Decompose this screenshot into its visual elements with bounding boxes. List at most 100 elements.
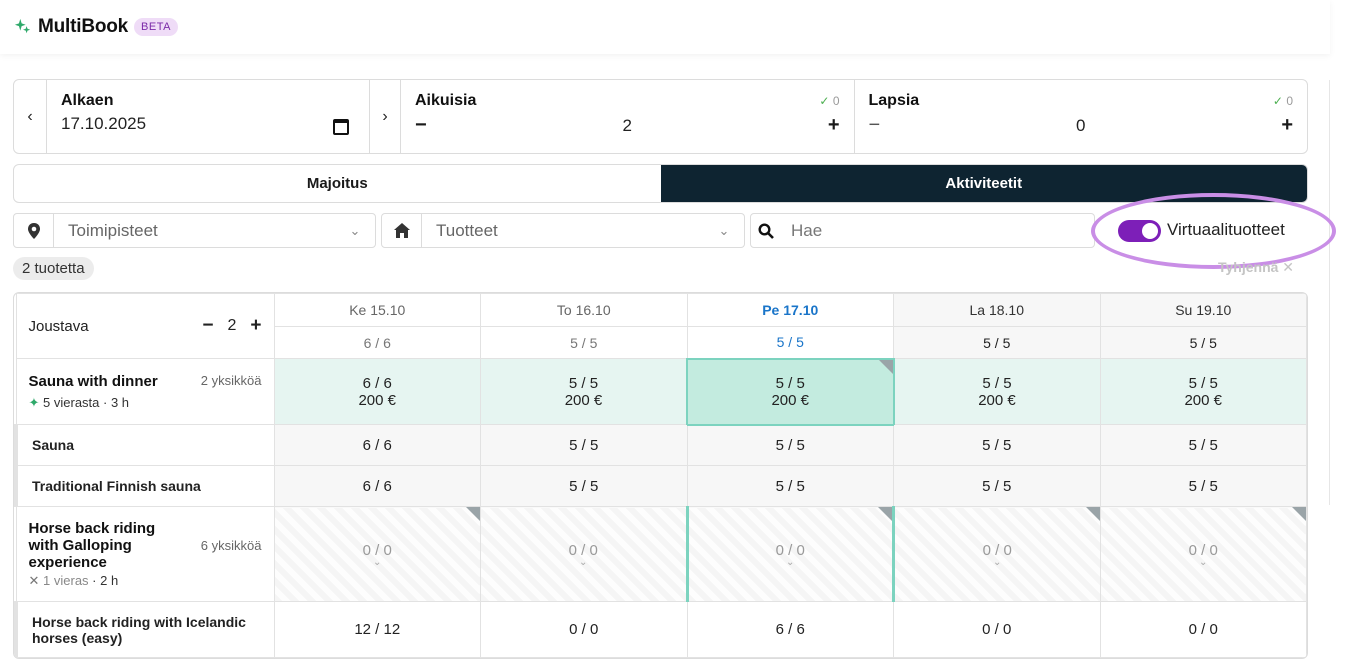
slot-availability: 5 / 5 bbox=[775, 374, 805, 392]
location-select-value: Toimipisteet bbox=[68, 220, 158, 240]
dash: ⌄ bbox=[993, 556, 1002, 568]
slot-cell[interactable]: 5 / 5 200 € bbox=[480, 358, 688, 425]
calendar-icon[interactable] bbox=[333, 119, 349, 135]
slot-cell[interactable]: 6 / 6 bbox=[273, 424, 481, 466]
children-decrement-button[interactable]: − bbox=[868, 114, 881, 136]
slot-availability: 0 / 0 bbox=[362, 541, 392, 559]
product-duration: 2 h bbox=[100, 572, 119, 588]
slot-cell[interactable]: 5 / 5 bbox=[1099, 465, 1307, 507]
slot-cell-selected[interactable]: 5 / 5 200 € bbox=[686, 357, 895, 426]
tab-activities[interactable]: Aktiviteetit bbox=[660, 165, 1307, 202]
corner-marker bbox=[1292, 507, 1306, 521]
day-header-today[interactable]: Pe 17.10 bbox=[686, 293, 894, 327]
category-tabs: Majoitus Aktiviteetit bbox=[13, 164, 1308, 203]
corner-marker bbox=[878, 507, 892, 521]
flex-label: Joustava bbox=[28, 317, 89, 335]
day-header[interactable]: To 16.10 bbox=[480, 293, 688, 327]
slot-cell[interactable]: 0 / 0 ⌄ bbox=[893, 506, 1101, 602]
slot-cell[interactable]: 0 / 0 ⌄ bbox=[1099, 506, 1307, 602]
day-header[interactable]: Su 19.10 bbox=[1099, 293, 1307, 327]
check-icon: ✓ bbox=[1272, 94, 1283, 108]
slot-price: 200 € bbox=[771, 391, 810, 409]
slot-cell[interactable]: 5 / 5 bbox=[893, 465, 1101, 507]
slot-price: 200 € bbox=[564, 391, 603, 409]
booking-selector: ‹ Alkaen 17.10.2025 › Aikuisia ✓ 0 − 2 +… bbox=[13, 79, 1308, 154]
guests-icon: ✦ bbox=[28, 394, 40, 410]
clear-label: Tyhjennä bbox=[1218, 259, 1279, 275]
slot-cell[interactable]: 6 / 6 bbox=[686, 601, 894, 658]
check-icon: ✓ bbox=[819, 94, 830, 108]
children-increment-button[interactable]: + bbox=[1281, 114, 1293, 136]
slot-cell[interactable]: 0 / 0 bbox=[1099, 601, 1307, 658]
children-check-count: 0 bbox=[1286, 94, 1293, 108]
slot-cell[interactable]: 0 / 0 bbox=[480, 601, 688, 658]
adults-count: 2 bbox=[622, 115, 632, 135]
product-select-value: Tuotteet bbox=[436, 220, 498, 240]
slot-availability: 5 / 5 bbox=[568, 374, 599, 392]
product-cell[interactable]: Sauna with dinner 2 yksikköä ✦ 5 vierast… bbox=[15, 358, 275, 425]
slot-cell[interactable]: 5 / 5 bbox=[1099, 424, 1307, 466]
slot-cell[interactable]: 0 / 0 bbox=[893, 601, 1101, 658]
close-icon: ✕ bbox=[28, 572, 40, 588]
flex-increment-button[interactable]: + bbox=[250, 315, 262, 336]
slot-availability: 5 / 5 bbox=[1188, 374, 1218, 392]
slot-availability: 0 / 0 bbox=[1188, 541, 1218, 559]
slot-cell[interactable]: 6 / 6 bbox=[273, 465, 481, 507]
adults-increment-button[interactable]: + bbox=[827, 114, 840, 136]
children-check: ✓ 0 bbox=[1273, 94, 1293, 108]
adults-decrement-button[interactable]: − bbox=[415, 114, 427, 136]
dash: ⌄ bbox=[579, 556, 588, 568]
virtual-products-label: Virtuaalituotteet bbox=[1167, 220, 1285, 239]
slot-cell[interactable]: 0 / 0 ⌄ bbox=[273, 506, 481, 602]
subproduct-name[interactable]: Sauna bbox=[14, 424, 275, 466]
slot-cell[interactable]: 5 / 5 bbox=[686, 424, 894, 466]
slot-cell[interactable]: 5 / 5 bbox=[480, 424, 688, 466]
slot-cell[interactable]: 5 / 5 200 € bbox=[1099, 358, 1307, 425]
adults-label: Aikuisia bbox=[415, 92, 477, 109]
slot-availability: 6 / 6 bbox=[362, 374, 392, 392]
subproduct-name[interactable]: Horse back riding with Icelandic horses … bbox=[14, 601, 275, 658]
next-date-button[interactable]: › bbox=[369, 80, 401, 153]
toggle-knob bbox=[1142, 223, 1158, 239]
table-row: Traditional Finnish sauna 6 / 6 5 / 5 5 … bbox=[14, 465, 1307, 507]
virtual-products-toggle[interactable] bbox=[1118, 220, 1161, 242]
availability-grid: Joustava − 2 + Ke 15.10 To 16.10 Pe 17.1… bbox=[13, 292, 1308, 659]
product-select[interactable]: Tuotteet ⌄ bbox=[381, 213, 745, 248]
dash: ⌄ bbox=[1199, 556, 1208, 568]
prev-date-button[interactable]: ‹ bbox=[14, 80, 46, 153]
product-units: 6 yksikköä bbox=[200, 537, 262, 553]
slot-availability: 0 / 0 bbox=[775, 541, 805, 559]
top-bar: MultiBook BETA bbox=[0, 0, 1330, 54]
slot-cell[interactable]: 5 / 5 bbox=[893, 424, 1101, 466]
date-field[interactable]: Alkaen 17.10.2025 bbox=[46, 80, 369, 153]
clear-filters-button[interactable]: Tyhjennä ✕ bbox=[1218, 259, 1295, 275]
children-label: Lapsia bbox=[868, 92, 920, 109]
flex-decrement-button[interactable]: − bbox=[202, 315, 214, 336]
flex-value: 2 bbox=[227, 317, 237, 334]
map-pin-icon bbox=[14, 214, 54, 247]
tab-accommodation[interactable]: Majoitus bbox=[306, 175, 368, 192]
slot-cell[interactable]: 5 / 5 bbox=[480, 465, 688, 507]
slot-cell[interactable]: 5 / 5 bbox=[686, 465, 894, 507]
location-select[interactable]: Toimipisteet ⌄ bbox=[13, 213, 376, 248]
slot-price: 200 € bbox=[1184, 391, 1223, 409]
adults-check: ✓ 0 bbox=[819, 94, 839, 108]
day-availability: 5 / 5 bbox=[686, 326, 894, 359]
slot-cell-selected[interactable]: 0 / 0 ⌄ bbox=[685, 506, 895, 602]
slot-cell[interactable]: 6 / 6 200 € bbox=[273, 358, 481, 425]
table-row: Horse back riding with Galloping experie… bbox=[15, 506, 1307, 602]
chevron-right-icon: › bbox=[382, 107, 388, 125]
day-availability: 5 / 5 bbox=[893, 326, 1101, 359]
dash: ⌄ bbox=[373, 556, 382, 568]
date-label: Alkaen bbox=[61, 92, 114, 109]
day-header[interactable]: Ke 15.10 bbox=[273, 293, 481, 327]
slot-cell[interactable]: 12 / 12 bbox=[273, 601, 481, 658]
children-field: Lapsia ✓ 0 − 0 + bbox=[853, 80, 1308, 153]
subproduct-name[interactable]: Traditional Finnish sauna bbox=[14, 465, 275, 507]
corner-marker bbox=[1085, 507, 1100, 521]
product-cell[interactable]: Horse back riding with Galloping experie… bbox=[15, 506, 275, 602]
slot-cell[interactable]: 0 / 0 ⌄ bbox=[480, 506, 688, 602]
slot-cell[interactable]: 5 / 5 200 € bbox=[893, 358, 1101, 425]
day-header[interactable]: La 18.10 bbox=[893, 293, 1101, 327]
search-field[interactable]: Hae bbox=[750, 213, 1095, 248]
